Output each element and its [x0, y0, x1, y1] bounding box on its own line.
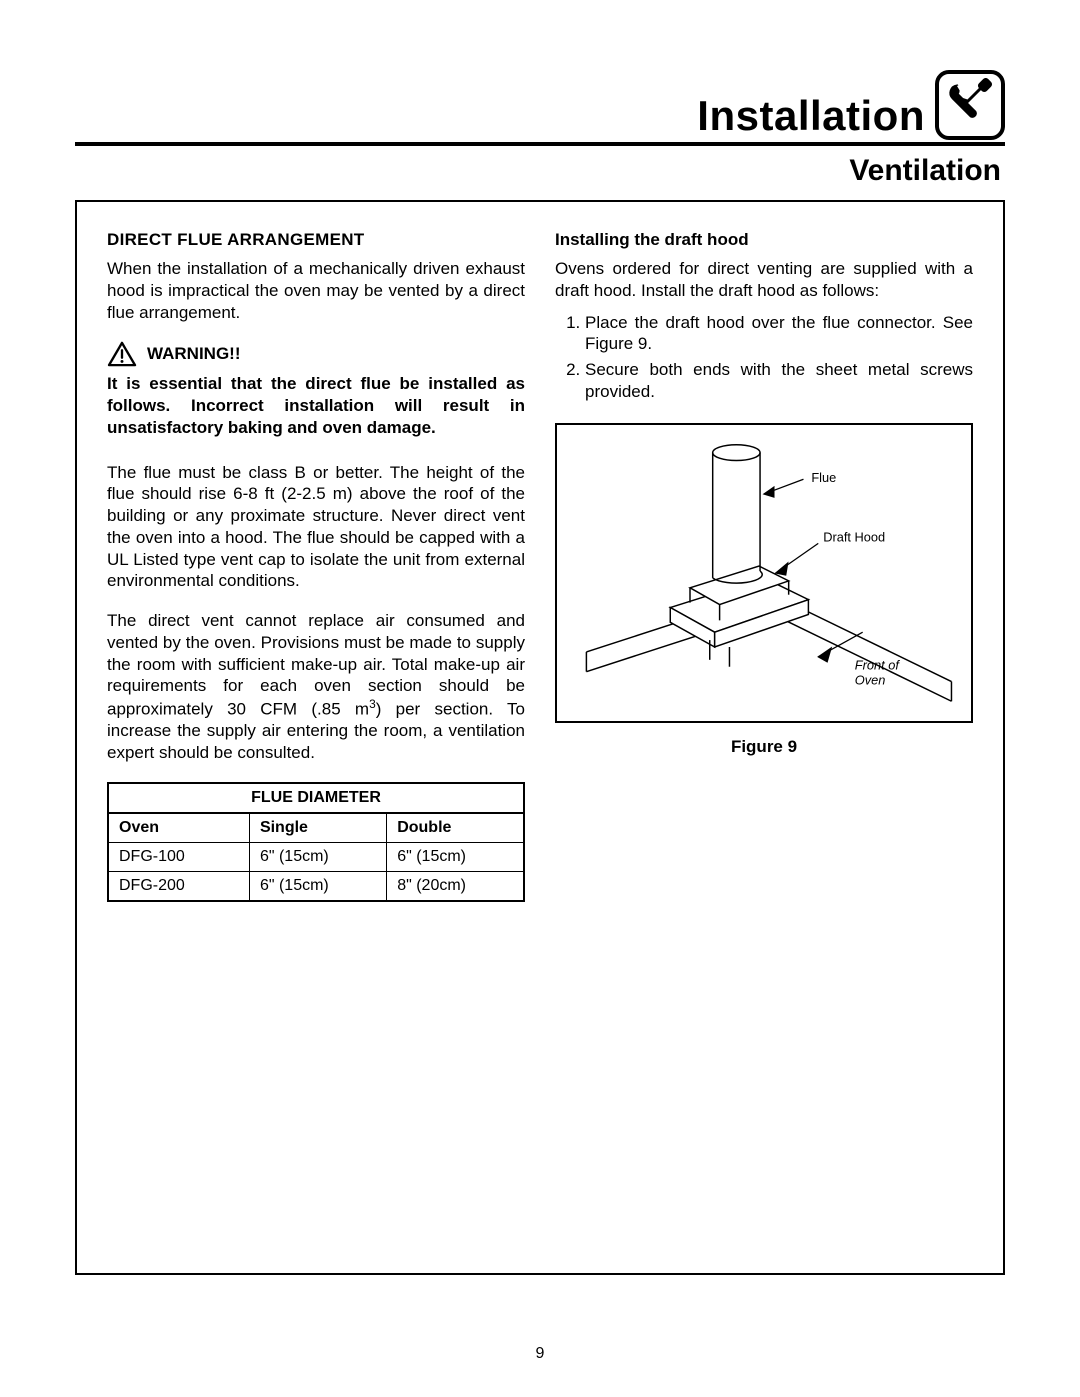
- tools-icon: [935, 70, 1005, 140]
- left-p1: The flue must be class B or better. The …: [107, 462, 525, 593]
- warning-text: It is essential that the direct flue be …: [107, 373, 525, 439]
- cell: 6" (15cm): [249, 871, 386, 901]
- label-front-1: Front of: [855, 657, 901, 672]
- left-intro: When the installation of a mechanically …: [107, 258, 525, 323]
- warning-label: WARNING!!: [147, 344, 240, 364]
- step-1: Place the draft hood over the flue conne…: [585, 312, 973, 356]
- table-title: FLUE DIAMETER: [108, 783, 524, 813]
- col-oven: Oven: [108, 813, 249, 843]
- figure-caption: Figure 9: [555, 737, 973, 757]
- warning-row: WARNING!!: [107, 341, 525, 367]
- page-title: Installation: [697, 92, 925, 140]
- flue-diameter-table: FLUE DIAMETER Oven Single Double DFG-100…: [107, 782, 525, 902]
- label-draft-hood: Draft Hood: [823, 529, 885, 544]
- label-front-2: Oven: [855, 672, 886, 687]
- left-heading: DIRECT FLUE ARRANGEMENT: [107, 230, 525, 250]
- content-frame: DIRECT FLUE ARRANGEMENT When the install…: [75, 200, 1005, 1275]
- cell: DFG-100: [108, 842, 249, 871]
- col-single: Single: [249, 813, 386, 843]
- right-intro: Ovens ordered for direct venting are sup…: [555, 258, 973, 302]
- section-title: Ventilation: [75, 154, 1005, 188]
- left-column: DIRECT FLUE ARRANGEMENT When the install…: [107, 230, 525, 1245]
- right-heading: Installing the draft hood: [555, 230, 973, 250]
- header-rule: [75, 142, 1005, 146]
- table-row: DFG-100 6" (15cm) 6" (15cm): [108, 842, 524, 871]
- cell: 8" (20cm): [387, 871, 524, 901]
- col-double: Double: [387, 813, 524, 843]
- label-flue: Flue: [811, 470, 836, 485]
- left-p2: The direct vent cannot replace air consu…: [107, 610, 525, 764]
- table-row: DFG-200 6" (15cm) 8" (20cm): [108, 871, 524, 901]
- install-steps: Place the draft hood over the flue conne…: [555, 312, 973, 403]
- cell: 6" (15cm): [387, 842, 524, 871]
- table-header-row: Oven Single Double: [108, 813, 524, 843]
- page-number: 9: [0, 1345, 1080, 1363]
- page-header: Installation: [75, 70, 1005, 140]
- cell: 6" (15cm): [249, 842, 386, 871]
- p2-sup: 3: [369, 697, 376, 711]
- flue-table-wrap: FLUE DIAMETER Oven Single Double DFG-100…: [107, 782, 525, 902]
- figure-9: Flue Draft Hood Front of Oven: [555, 423, 973, 723]
- step-2: Secure both ends with the sheet metal sc…: [585, 359, 973, 403]
- right-column: Installing the draft hood Ovens ordered …: [555, 230, 973, 1245]
- warning-icon: [107, 341, 137, 367]
- cell: DFG-200: [108, 871, 249, 901]
